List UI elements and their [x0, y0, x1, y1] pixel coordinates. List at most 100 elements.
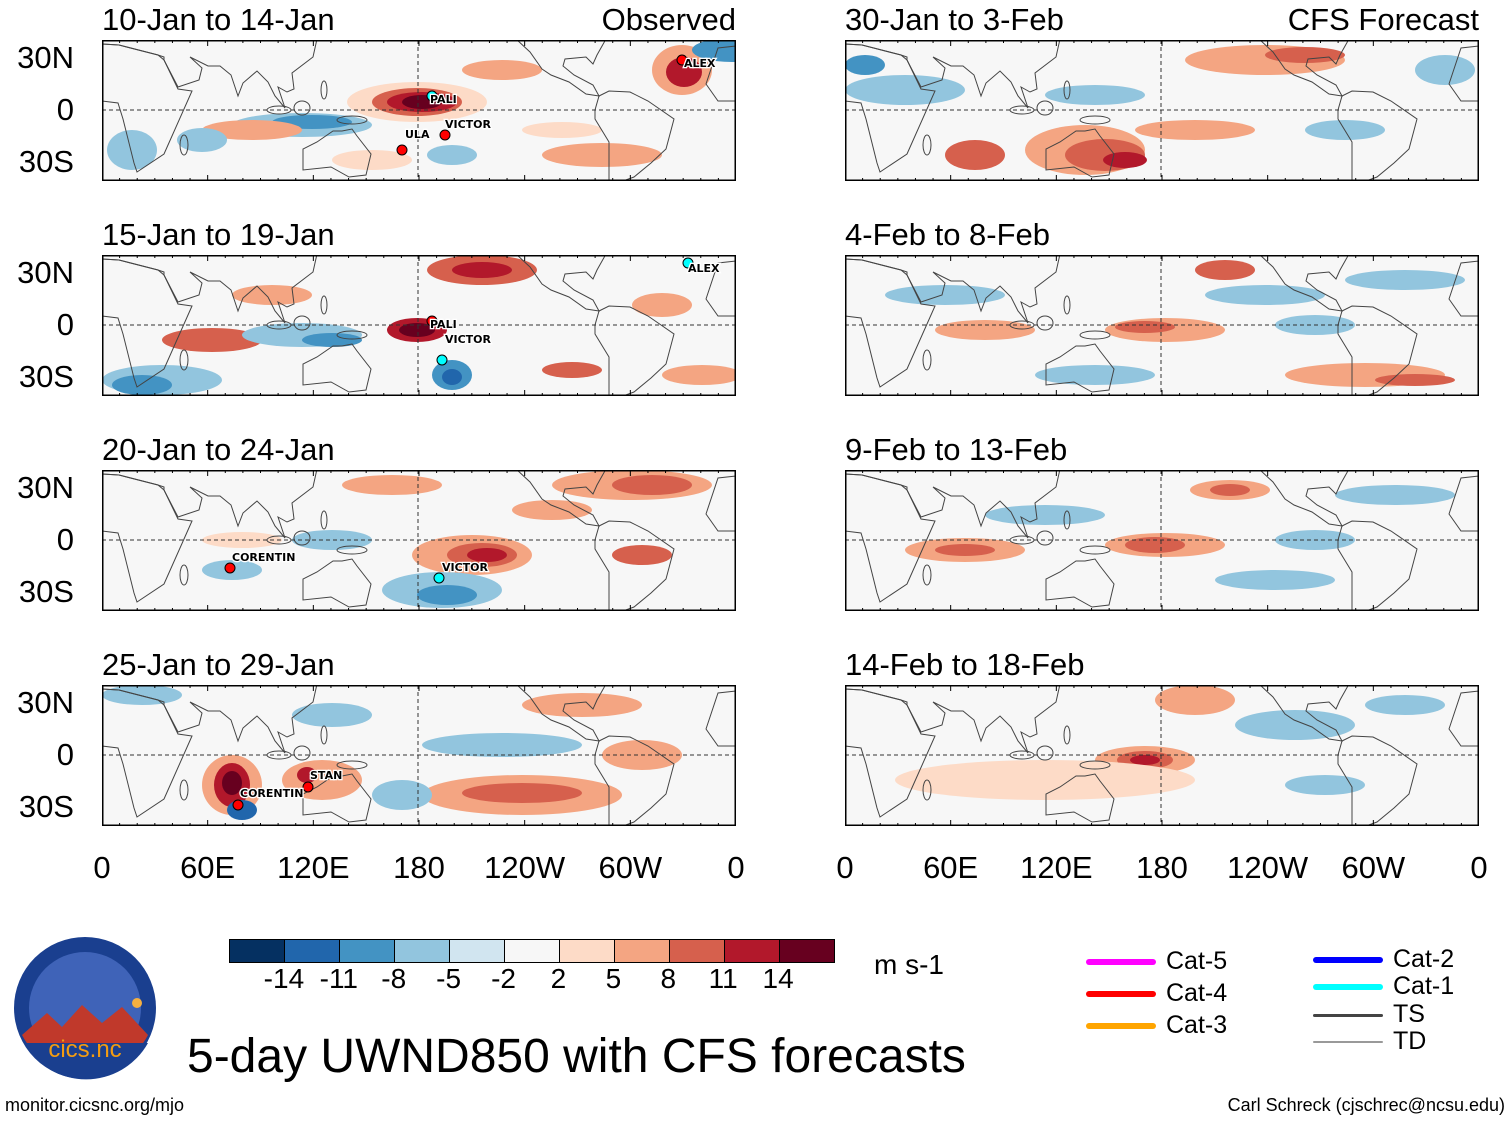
colorbar-swatch — [670, 940, 725, 962]
storm-track-marker — [302, 781, 314, 793]
coastline — [594, 305, 675, 396]
colorbar — [229, 939, 835, 963]
wind-anomaly-contour — [845, 75, 965, 105]
lat-label: 30S — [18, 574, 74, 609]
legend-line-cat-3 — [1086, 1023, 1156, 1029]
legend-label: TS — [1393, 1000, 1425, 1028]
wind-anomaly-contour — [895, 760, 1195, 800]
lat-label: 0 — [56, 737, 74, 772]
storm-track-marker — [439, 129, 451, 141]
island-coastline — [320, 295, 328, 315]
island-coastline — [336, 330, 368, 340]
wind-anomaly-contour — [666, 57, 702, 87]
wind-anomaly-contour — [102, 685, 182, 705]
lon-label: 120E — [277, 850, 350, 885]
wind-anomaly-contour — [297, 767, 317, 783]
lon-label: 60W — [598, 850, 663, 885]
wind-anomaly-contour — [945, 140, 1005, 170]
coastline — [102, 685, 318, 754]
island-coastline — [336, 545, 368, 555]
lat-label: 30S — [18, 359, 74, 394]
map-panel — [845, 40, 1479, 181]
island-coastline — [1079, 330, 1111, 340]
coastline — [1448, 690, 1479, 747]
island-coastline — [1079, 115, 1111, 125]
svg-text:cics.nc: cics.nc — [48, 1036, 121, 1063]
coastline — [1448, 475, 1479, 532]
coastline — [102, 470, 318, 539]
colorbar-label: 14 — [762, 963, 794, 994]
coastline — [845, 255, 1061, 324]
island-coastline — [179, 779, 189, 801]
coastline — [1045, 343, 1115, 393]
lon-label: 180 — [393, 850, 445, 885]
coastline — [1448, 260, 1479, 317]
coastline — [302, 773, 372, 823]
lon-label: 0 — [727, 850, 745, 885]
wind-anomaly-contour — [692, 40, 736, 62]
wind-anomaly-contour — [467, 548, 507, 562]
storm-label: STAN — [310, 769, 342, 782]
legend-line-cat-1 — [1313, 984, 1383, 990]
island-coastline — [922, 349, 932, 371]
map-panel: STAN CORENTIN — [102, 685, 736, 826]
lat-label: 30N — [17, 685, 74, 720]
island-coastline — [1036, 100, 1054, 116]
coastline — [705, 45, 736, 102]
wind-anomaly-contour — [1130, 755, 1160, 765]
wind-anomaly-contour — [372, 780, 432, 810]
coastline — [705, 260, 736, 317]
wind-anomaly-contour — [107, 130, 157, 170]
wind-anomaly-contour — [1265, 47, 1345, 63]
wind-anomaly-contour — [112, 375, 172, 395]
island-coastline — [1063, 725, 1071, 745]
lat-label: 30N — [17, 470, 74, 505]
colorbar-label: -8 — [381, 963, 407, 994]
wind-anomaly-contour — [512, 500, 592, 520]
island-coastline — [293, 315, 311, 331]
lat-label: 30N — [17, 40, 74, 75]
wind-anomaly-contour — [612, 545, 672, 565]
colorbar-label: -11 — [319, 963, 359, 994]
island-coastline — [1036, 745, 1054, 761]
colorbar-swatch — [615, 940, 670, 962]
coastline — [1337, 520, 1418, 611]
island-coastline — [179, 564, 189, 586]
coastline — [516, 40, 607, 97]
wind-anomaly-contour — [985, 505, 1105, 525]
map-panel: ALEX PALI VICTOR — [102, 255, 736, 396]
colorbar-swatch — [340, 940, 395, 962]
main-title: 5-day UWND850 with CFS forecasts — [187, 1030, 966, 1083]
wind-anomaly-contour — [427, 145, 477, 165]
wind-anomaly-contour — [462, 783, 582, 803]
wind-anomaly-contour — [302, 333, 362, 347]
wind-anomaly-contour — [1135, 120, 1255, 140]
storm-label: CORENTIN — [232, 551, 295, 564]
colorbar-swatch — [780, 940, 834, 962]
lon-label: 120W — [484, 850, 566, 885]
lon-label: 0 — [836, 850, 854, 885]
map-panel — [845, 685, 1479, 826]
island-coastline — [922, 134, 932, 156]
coastline — [1259, 685, 1350, 742]
lon-label: 0 — [93, 850, 111, 885]
coastline — [516, 255, 607, 312]
colorbar-label: -5 — [436, 963, 462, 994]
storm-label: VICTOR — [442, 561, 489, 574]
coastline — [1045, 558, 1115, 608]
coastline — [102, 40, 318, 109]
colorbar-label: 5 — [605, 963, 622, 994]
lat-label: 0 — [56, 522, 74, 557]
island-coastline — [336, 760, 368, 770]
storm-track-marker — [426, 90, 438, 102]
footer-url[interactable]: monitor.cicsnc.org/mjo — [5, 1095, 185, 1115]
island-coastline — [1036, 315, 1054, 331]
panel-title: 20-Jan to 24-Jan — [102, 432, 335, 467]
coastline — [594, 90, 675, 181]
colorbar-label: -2 — [491, 963, 516, 994]
wind-anomaly-contour — [1415, 55, 1475, 85]
colorbar-swatch — [230, 940, 285, 962]
wind-anomaly-contour — [462, 60, 542, 80]
wind-anomaly-contour — [1155, 685, 1235, 715]
coastline — [845, 40, 1061, 109]
